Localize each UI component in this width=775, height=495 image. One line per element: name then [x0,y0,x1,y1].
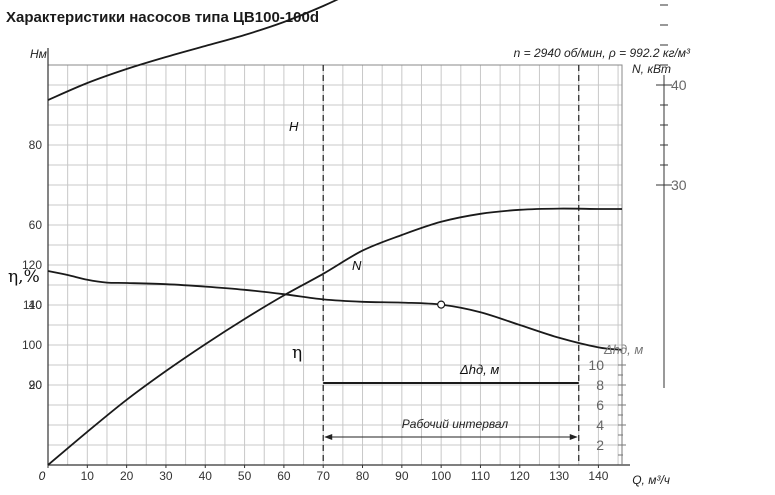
y-axis-title-dh: Δhд, м [603,342,643,357]
y-tick-label-H: 120 [22,258,42,272]
y-tick-label-dh: 8 [596,377,604,393]
y-axis-title-eta: η,% [8,267,40,287]
arrow-head-left [324,434,333,440]
y-tick-label-dh: 6 [596,397,604,413]
y-tick-label-dh: 4 [596,417,604,433]
x-tick-label: 110 [471,469,490,483]
chart-title: Характеристики насосов типа ЦВ100-100d [6,9,319,26]
x-tick-label: 80 [356,469,370,483]
grid [47,64,622,466]
x-tick-label: 90 [395,469,409,483]
axes: 0 10 20 30 40 50 60 70 80 90 100 110 120 130 140 90 100 1… [22,4,687,483]
y-tick-label-eta: 60 [29,218,43,232]
series-label-eta: η [292,343,302,363]
series-line-N [47,0,339,101]
series-label-N: N [352,258,362,273]
series-line-eta [47,207,623,466]
y-tick-label-H: 110 [23,298,42,312]
y-tick-label-dh: 10 [588,357,604,373]
x-tick-label: 10 [81,469,95,483]
y-tick-label-eta: 80 [29,138,43,152]
x-tick-label: 130 [549,469,569,483]
y-tick-label-H: 100 [22,338,42,352]
x-tick-label: 120 [510,469,530,483]
y-tick-label-dh: 2 [596,437,604,453]
y-axis-title-H: Hм [30,47,47,61]
data-marker [437,300,446,309]
x-tick-label: 40 [199,469,213,483]
x-tick-label: 50 [238,469,252,483]
y-tick-label-eta: 40 [29,298,43,312]
x-tick-label: 60 [277,469,291,483]
series-layer [47,0,623,466]
working-interval-label: Рабочий интервал [402,417,509,431]
x-tick-label: 20 [120,469,134,483]
chart-subtitle: n = 2940 об/мин, ρ = 992.2 кг/м³ [514,46,691,60]
series-label-H: H [289,119,299,134]
y-axis-title-N: N, кВт [632,62,671,76]
y-tick-label-N: 30 [671,177,687,193]
x-axis-title: Q, м³/ч [632,473,670,487]
y-tick-label-N: 40 [671,77,687,93]
y-tick-label-eta: 20 [29,378,43,392]
series-label-dh: Δhд, м [459,362,499,377]
x-tick-label: 100 [431,469,451,483]
x-tick-label: 30 [159,469,173,483]
x-tick-label: 70 [317,469,331,483]
x-tick-label: 140 [588,469,608,483]
x-tick-label: 0 [39,469,46,483]
arrow-head-right [569,434,578,440]
series-line-H [47,270,623,351]
y-tick-label-H: 90 [29,378,43,392]
